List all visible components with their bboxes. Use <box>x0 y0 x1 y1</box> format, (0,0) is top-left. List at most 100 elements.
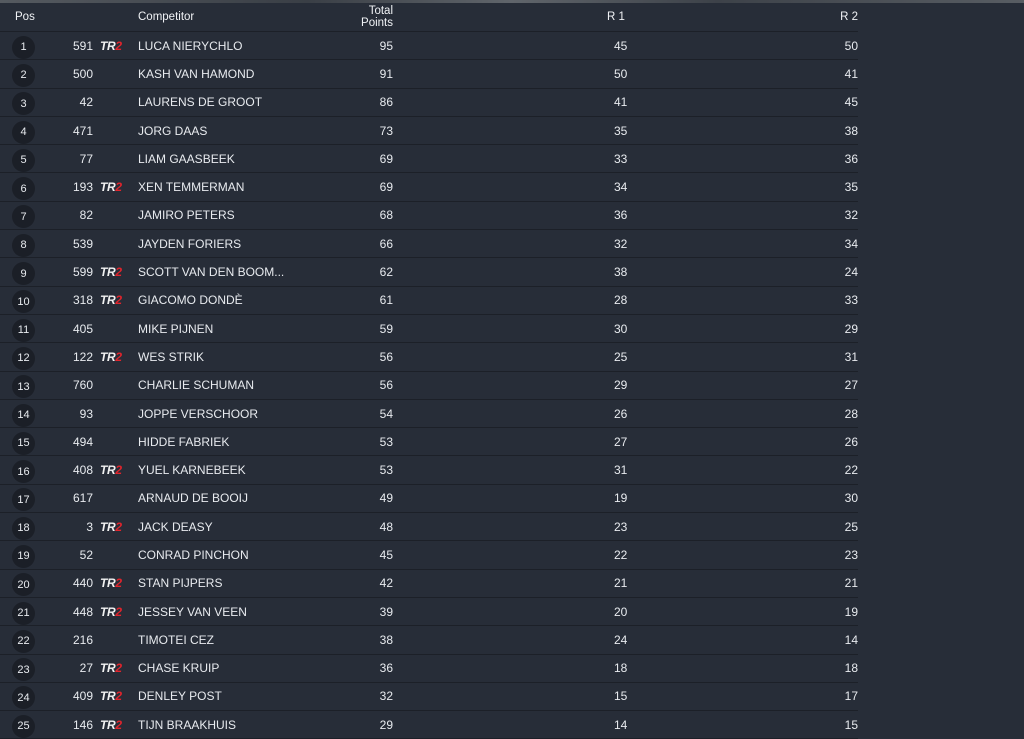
competitor-name[interactable]: JESSEY VAN VEEN <box>138 597 337 627</box>
r1-points: 41 <box>393 88 837 117</box>
table-row[interactable]: 13 760 CHARLIE SCHUMAN 56 29 27 <box>0 371 858 400</box>
tr2-logo-icon: TR2 <box>100 293 122 308</box>
competitor-name[interactable]: XEN TEMMERMAN <box>138 172 337 202</box>
header-number <box>52 3 93 32</box>
car-number: 599 <box>52 257 93 287</box>
class-cell: TR2 <box>93 569 138 598</box>
pos-cell: 14 <box>0 399 52 429</box>
table-row[interactable]: 14 93 JOPPE VERSCHOOR 54 26 28 <box>0 399 858 429</box>
car-number: 52 <box>52 540 93 570</box>
car-number: 122 <box>52 342 93 372</box>
class-cell: TR2 <box>93 172 138 202</box>
table-row[interactable]: 25 146 TR2 TIJN BRAAKHUIS 29 14 15 <box>0 710 858 739</box>
competitor-name[interactable]: DENLEY POST <box>138 682 337 712</box>
position-badge: 7 <box>12 205 35 229</box>
table-row[interactable]: 17 617 ARNAUD DE BOOIJ 49 19 30 <box>0 484 858 514</box>
car-number: 42 <box>52 88 93 117</box>
total-points: 48 <box>337 512 393 542</box>
table-row[interactable]: 23 27 TR2 CHASE KRUIP 36 18 18 <box>0 654 858 683</box>
r2-points: 38 <box>837 116 858 146</box>
r2-points: 50 <box>837 31 858 61</box>
header-competitor[interactable]: Competitor <box>138 3 337 32</box>
table-row[interactable]: 4 471 JORG DAAS 73 35 38 <box>0 116 858 146</box>
total-points: 86 <box>337 88 393 117</box>
class-cell <box>93 399 138 429</box>
table-row[interactable]: 20 440 TR2 STAN PIJPERS 42 21 21 <box>0 569 858 598</box>
table-row[interactable]: 8 539 JAYDEN FORIERS 66 32 34 <box>0 229 858 259</box>
table-row[interactable]: 10 318 TR2 GIACOMO DONDÈ 61 28 33 <box>0 286 858 315</box>
pos-cell: 20 <box>0 569 52 598</box>
table-row[interactable]: 2 500 KASH VAN HAMOND 91 50 41 <box>0 59 858 89</box>
table-row[interactable]: 9 599 TR2 SCOTT VAN DEN BOOM... 62 38 24 <box>0 257 858 287</box>
r1-points: 35 <box>393 116 837 146</box>
total-points: 38 <box>337 625 393 655</box>
header-total-points[interactable]: Total Points <box>337 3 393 32</box>
r1-points: 22 <box>393 540 837 570</box>
competitor-name[interactable]: JAYDEN FORIERS <box>138 229 337 259</box>
car-number: 216 <box>52 625 93 655</box>
pos-cell: 5 <box>0 144 52 174</box>
pos-cell: 12 <box>0 342 52 372</box>
position-badge: 16 <box>12 460 35 484</box>
table-row[interactable]: 16 408 TR2 YUEL KARNEBEEK 53 31 22 <box>0 455 858 485</box>
r2-points: 21 <box>837 569 858 598</box>
r2-points: 22 <box>837 455 858 485</box>
competitor-name[interactable]: JACK DEASY <box>138 512 337 542</box>
competitor-name[interactable]: MIKE PIJNEN <box>138 314 337 344</box>
table-row[interactable]: 15 494 HIDDE FABRIEK 53 27 26 <box>0 427 858 457</box>
competitor-name[interactable]: STAN PIJPERS <box>138 569 337 598</box>
header-r2[interactable]: R 2 <box>837 3 858 32</box>
table-row[interactable]: 22 216 TIMOTEI CEZ 38 24 14 <box>0 625 858 655</box>
header-r1[interactable]: R 1 <box>393 3 837 32</box>
r2-points: 30 <box>837 484 858 514</box>
r2-points: 25 <box>837 512 858 542</box>
competitor-name[interactable]: ARNAUD DE BOOIJ <box>138 484 337 514</box>
competitor-name[interactable]: CHASE KRUIP <box>138 654 337 683</box>
table-row[interactable]: 5 77 LIAM GAASBEEK 69 33 36 <box>0 144 858 174</box>
r1-points: 21 <box>393 569 837 598</box>
class-cell: TR2 <box>93 257 138 287</box>
table-row[interactable]: 18 3 TR2 JACK DEASY 48 23 25 <box>0 512 858 542</box>
competitor-name[interactable]: JOPPE VERSCHOOR <box>138 399 337 429</box>
total-points: 66 <box>337 229 393 259</box>
competitor-name[interactable]: LUCA NIERYCHLO <box>138 31 337 61</box>
competitor-name[interactable]: TIMOTEI CEZ <box>138 625 337 655</box>
table-row[interactable]: 21 448 TR2 JESSEY VAN VEEN 39 20 19 <box>0 597 858 627</box>
table-row[interactable]: 11 405 MIKE PIJNEN 59 30 29 <box>0 314 858 344</box>
total-points: 69 <box>337 144 393 174</box>
competitor-name[interactable]: LIAM GAASBEEK <box>138 144 337 174</box>
competitor-name[interactable]: CHARLIE SCHUMAN <box>138 371 337 400</box>
competitor-name[interactable]: LAURENS DE GROOT <box>138 88 337 117</box>
total-points: 56 <box>337 342 393 372</box>
table-row[interactable]: 12 122 TR2 WES STRIK 56 25 31 <box>0 342 858 372</box>
pos-cell: 13 <box>0 371 52 400</box>
competitor-name[interactable]: GIACOMO DONDÈ <box>138 286 337 315</box>
table-row[interactable]: 1 591 TR2 LUCA NIERYCHLO 95 45 50 <box>0 31 858 61</box>
competitor-name[interactable]: HIDDE FABRIEK <box>138 427 337 457</box>
competitor-name[interactable]: KASH VAN HAMOND <box>138 59 337 89</box>
competitor-name[interactable]: WES STRIK <box>138 342 337 372</box>
competitor-name[interactable]: TIJN BRAAKHUIS <box>138 710 337 739</box>
class-cell: TR2 <box>93 654 138 683</box>
table-row[interactable]: 19 52 CONRAD PINCHON 45 22 23 <box>0 540 858 570</box>
position-badge: 6 <box>12 177 35 201</box>
position-badge: 25 <box>12 714 35 738</box>
r1-points: 50 <box>393 59 837 89</box>
table-row[interactable]: 24 409 TR2 DENLEY POST 32 15 17 <box>0 682 858 712</box>
competitor-name[interactable]: JORG DAAS <box>138 116 337 146</box>
r2-points: 26 <box>837 427 858 457</box>
competitor-name[interactable]: CONRAD PINCHON <box>138 540 337 570</box>
header-pos[interactable]: Pos <box>0 3 52 32</box>
competitor-name[interactable]: SCOTT VAN DEN BOOM... <box>138 257 337 287</box>
class-cell <box>93 484 138 514</box>
competitor-name[interactable]: JAMIRO PETERS <box>138 201 337 231</box>
table-row[interactable]: 6 193 TR2 XEN TEMMERMAN 69 34 35 <box>0 172 858 202</box>
car-number: 146 <box>52 710 93 739</box>
table-row[interactable]: 7 82 JAMIRO PETERS 68 36 32 <box>0 201 858 231</box>
competitor-name[interactable]: YUEL KARNEBEEK <box>138 455 337 485</box>
car-number: 77 <box>52 144 93 174</box>
r2-points: 23 <box>837 540 858 570</box>
table-row[interactable]: 3 42 LAURENS DE GROOT 86 41 45 <box>0 88 858 117</box>
r1-points: 32 <box>393 229 837 259</box>
class-cell <box>93 88 138 117</box>
